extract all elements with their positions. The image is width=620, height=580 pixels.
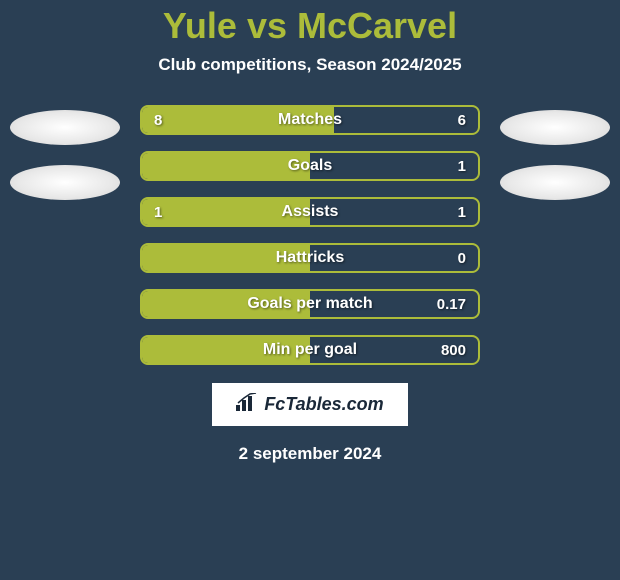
stat-label: Assists — [142, 203, 478, 221]
stat-label: Goals — [142, 157, 478, 175]
logo-text: FcTables.com — [264, 394, 383, 415]
content-area: 8Matches6Goals11Assists1Hattricks0Goals … — [0, 105, 620, 365]
logo-box[interactable]: FcTables.com — [212, 383, 407, 426]
comparison-title: Yule vs McCarvel — [163, 5, 457, 47]
stat-row: Hattricks0 — [140, 243, 480, 273]
stat-label: Matches — [142, 111, 478, 129]
right-avatar-column — [500, 110, 610, 200]
stat-value-right: 0 — [458, 250, 466, 267]
stat-value-right: 800 — [441, 342, 466, 359]
comparison-subtitle: Club competitions, Season 2024/2025 — [158, 55, 461, 75]
stat-row: Min per goal800 — [140, 335, 480, 365]
left-avatar-column — [10, 110, 120, 200]
stat-row: 8Matches6 — [140, 105, 480, 135]
stat-row: 1Assists1 — [140, 197, 480, 227]
stat-value-right: 6 — [458, 112, 466, 129]
player-avatar-left-2 — [10, 165, 120, 200]
stat-value-right: 0.17 — [437, 296, 466, 313]
player-avatar-left-1 — [10, 110, 120, 145]
stat-label: Goals per match — [142, 295, 478, 313]
stat-label: Hattricks — [142, 249, 478, 267]
date-text: 2 september 2024 — [239, 444, 382, 464]
stats-container: 8Matches6Goals11Assists1Hattricks0Goals … — [140, 105, 480, 365]
stat-value-right: 1 — [458, 158, 466, 175]
stat-label: Min per goal — [142, 341, 478, 359]
stat-row: Goals1 — [140, 151, 480, 181]
player-avatar-right-2 — [500, 165, 610, 200]
stat-row: Goals per match0.17 — [140, 289, 480, 319]
chart-icon — [236, 393, 258, 416]
stat-value-right: 1 — [458, 204, 466, 221]
player-avatar-right-1 — [500, 110, 610, 145]
